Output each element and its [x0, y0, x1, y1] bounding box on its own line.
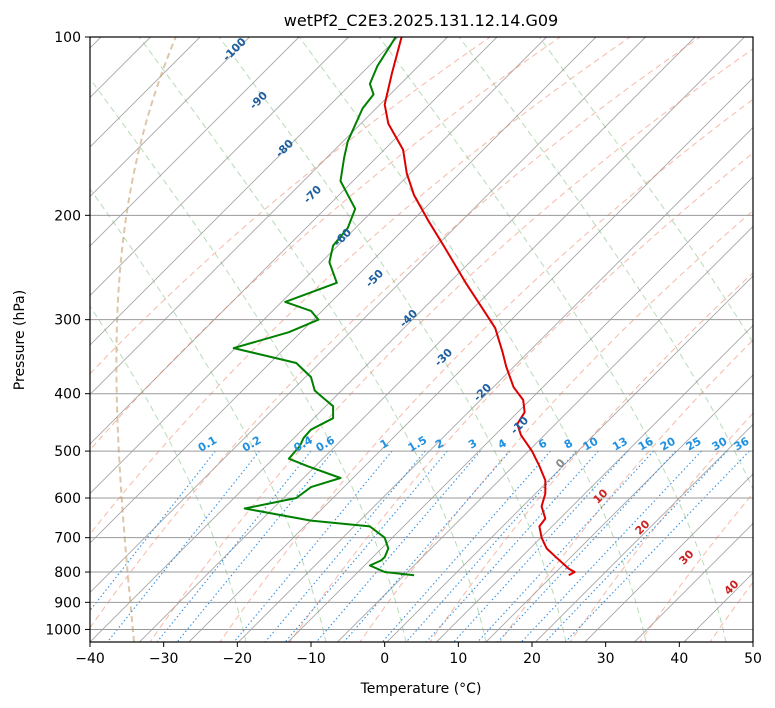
isotherm-line: [386, 275, 753, 642]
isotherm-line: [90, 37, 448, 396]
moist-adiabat-line: [90, 188, 327, 642]
x-tick-label: −20: [223, 651, 253, 667]
y-tick-label: 900: [54, 595, 81, 611]
moist-adiabat-line: [298, 37, 647, 642]
plot-area-background: [90, 37, 753, 642]
isotherm-line: [90, 37, 399, 346]
mixing-ratio-line: [107, 450, 260, 642]
dry-adiabat-line: [90, 37, 562, 451]
y-tick-label: 300: [54, 313, 81, 329]
isotherm-line: [634, 522, 753, 642]
isotherm-line: [535, 423, 753, 642]
dry-adiabat-line: [569, 412, 753, 642]
moist-adiabat-line: [458, 37, 753, 491]
mixing-ratio-line: [405, 450, 577, 642]
isotherm-line: [139, 37, 745, 642]
dry-adiabat-line: [499, 339, 753, 642]
mixing-ratio-line: [453, 450, 629, 642]
pressure-gridlines: [90, 37, 753, 630]
moist-adiabat-line: [218, 37, 567, 642]
y-tick-label: 800: [54, 565, 81, 581]
y-tick-label: 200: [54, 208, 81, 224]
isotherm-line: [90, 37, 597, 544]
moist-adiabat-line: [138, 37, 487, 642]
y-tick-label: 1000: [45, 622, 81, 638]
moist-adiabat-line: [538, 37, 753, 344]
dry-adiabat-line: [149, 48, 753, 642]
y-tick-label: 100: [54, 30, 81, 46]
dry-adiabat-line: [90, 37, 632, 535]
temperature-profile-line: [383, 37, 576, 577]
mixing-ratio-line: [264, 450, 426, 642]
y-axis-title: Pressure (hPa): [12, 290, 28, 390]
x-tick-label: 30: [597, 651, 615, 667]
dry-adiabat-line: [90, 37, 492, 375]
isotherm-line: [0, 37, 2, 642]
dry-adiabat-line: [639, 492, 753, 642]
isotherm-line: [584, 473, 753, 642]
isotherm-line: [188, 77, 753, 642]
isotherm-line: [90, 37, 349, 297]
dry-adiabat-line: [709, 581, 753, 642]
mixing-ratio-line: [477, 450, 654, 642]
x-tick-label: −40: [75, 651, 105, 667]
isotherm-line: [90, 37, 696, 642]
profile-series: [232, 37, 576, 577]
mixing-ratio-line: [425, 450, 599, 642]
mixing-ratio-line: [284, 450, 448, 642]
mixing-ratio-line: [233, 450, 393, 642]
dry-adiabat-line: [90, 37, 702, 629]
frost-point-line: [115, 37, 177, 642]
x-tick-label: 50: [744, 651, 762, 667]
x-tick-label: 0: [380, 651, 389, 667]
moist-adiabat-line: [378, 37, 727, 642]
chart-title: wetPf2_C2E3.2025.131.12.14.G09: [284, 11, 558, 31]
isotherm-line: [90, 37, 646, 594]
dry-adiabat-line: [359, 210, 753, 642]
x-axis-title: Temperature (°C): [360, 681, 482, 697]
y-tick-label: 600: [54, 491, 81, 507]
isotherm-line: [436, 324, 753, 642]
mixing-ratio-line: [176, 450, 334, 642]
y-axis-ticks: 100 200 300 400 500 600 700 800 900 1000: [45, 30, 90, 638]
dry-adiabat-line: [289, 152, 753, 642]
isotherm-line: [287, 176, 753, 642]
isotherm-line: [90, 37, 547, 495]
dewpoint-profile-line: [232, 37, 415, 577]
y-tick-label: 700: [54, 531, 81, 547]
mixing-ratio-line: [156, 450, 312, 642]
isotherm-line: [90, 37, 201, 148]
x-axis-ticks: −40 −30 −20 −10 0 10 20 30 40 50: [75, 642, 762, 667]
isotherm-line: [90, 37, 250, 198]
y-tick-label: 400: [54, 387, 81, 403]
x-tick-label: 10: [449, 651, 467, 667]
x-tick-label: 20: [523, 651, 541, 667]
dry-adiabat-line: [219, 98, 753, 642]
x-tick-label: 40: [670, 651, 688, 667]
isotherm-line: [238, 126, 753, 642]
y-tick-label: 500: [54, 444, 81, 460]
dry-adiabat-line: [429, 272, 753, 642]
x-tick-label: −10: [296, 651, 326, 667]
isotherm-line: [485, 374, 753, 642]
mixing-ratio-line: [90, 450, 216, 612]
moist-adiabat-line: [90, 305, 247, 642]
isotherm-line: [337, 225, 753, 642]
moist-adiabat-line: [90, 78, 407, 642]
mixing-ratio-line: [564, 450, 750, 642]
isotherm-line: [90, 37, 300, 247]
x-tick-label: −30: [149, 651, 179, 667]
plot-frame: [89, 36, 754, 643]
